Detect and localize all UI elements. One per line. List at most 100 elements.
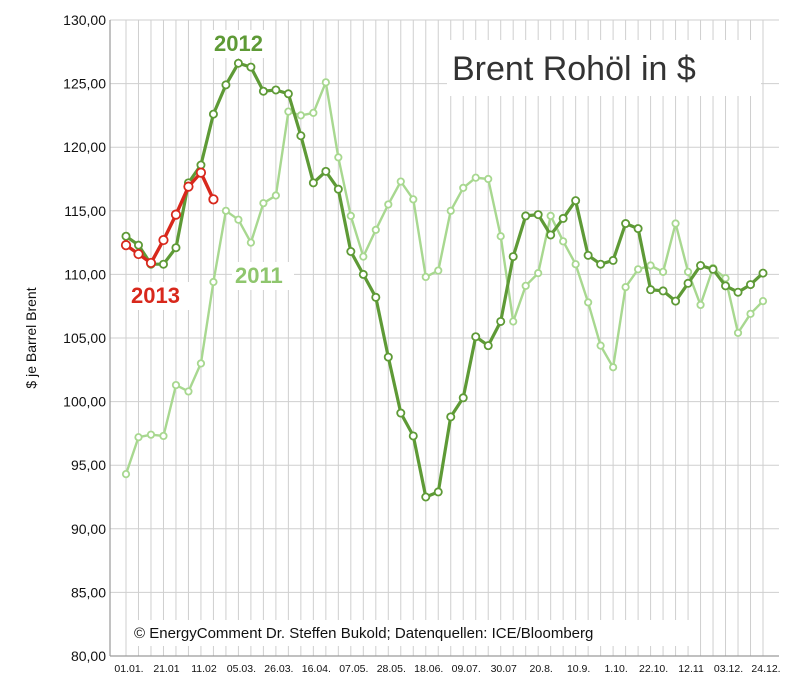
data-point-2012 <box>683 278 693 288</box>
x-tick-label: 26.03. <box>264 663 293 675</box>
data-point-2011 <box>321 78 330 87</box>
data-point-2012 <box>646 285 656 295</box>
credit-box <box>128 620 698 646</box>
data-point-2012 <box>196 160 206 170</box>
data-point-2011 <box>434 266 443 275</box>
data-point-2012 <box>521 211 531 221</box>
data-point-2011 <box>484 174 493 184</box>
y-tick-label: 80,00 <box>71 648 106 664</box>
data-point-2011 <box>296 111 305 120</box>
data-point-2012 <box>583 250 593 260</box>
y-tick-label: 100,00 <box>63 394 106 410</box>
data-point-2011 <box>633 265 643 274</box>
data-point-2011 <box>609 363 618 372</box>
label-2012-box <box>211 30 273 58</box>
data-point-2013 <box>145 257 157 269</box>
data-point-2011 <box>446 206 455 215</box>
x-tick-label: 22.10. <box>639 663 668 675</box>
x-tick-label: 1.10. <box>604 663 627 675</box>
data-point-2013 <box>208 194 219 205</box>
x-tick-label: 21.01 <box>153 663 179 675</box>
data-point-2012 <box>421 492 431 502</box>
x-tick-label: 10.9. <box>567 663 590 675</box>
data-point-2011 <box>471 173 480 182</box>
data-point-2011 <box>671 219 680 228</box>
data-point-2012 <box>221 80 231 90</box>
data-point-2012 <box>321 166 331 176</box>
y-tick-label: 110,00 <box>64 266 106 282</box>
data-point-2012 <box>608 255 618 265</box>
data-point-2012 <box>733 287 743 297</box>
data-point-2011 <box>396 177 405 186</box>
data-point-2011 <box>534 269 543 278</box>
data-point-2011 <box>171 380 181 390</box>
data-point-2011 <box>384 200 393 209</box>
data-point-2013 <box>183 181 194 192</box>
data-point-2012 <box>558 213 568 223</box>
data-point-2012 <box>483 341 493 351</box>
data-point-2012 <box>446 412 456 422</box>
data-point-2012 <box>258 86 268 96</box>
y-tick-label: 90,00 <box>71 521 106 537</box>
data-point-2011 <box>546 211 555 220</box>
y-tick-label: 85,00 <box>71 584 106 600</box>
x-tick-label: 05.03. <box>227 663 256 675</box>
x-tick-label: 24.12. <box>751 663 780 675</box>
data-point-2011 <box>683 267 693 276</box>
x-tick-label: 12.11 <box>678 663 704 675</box>
y-axis-label: $ je Barrel Brent <box>23 287 39 388</box>
data-point-2012 <box>433 487 443 497</box>
data-point-2012 <box>133 240 143 250</box>
data-point-2012 <box>746 280 756 290</box>
series-2012 <box>121 58 768 502</box>
data-point-2012 <box>708 264 718 274</box>
data-point-2012 <box>408 431 418 441</box>
data-point-2012 <box>283 89 293 99</box>
series-line-2012 <box>125 61 765 499</box>
series-label-2011: 2011 <box>235 263 283 288</box>
series-2013 <box>120 167 219 269</box>
x-tick-label: 03.12. <box>714 663 743 675</box>
series-line-2011 <box>124 81 764 475</box>
data-point-2012 <box>171 243 181 253</box>
data-point-2011 <box>246 238 256 247</box>
data-point-2011 <box>758 297 768 306</box>
data-point-2011 <box>284 107 293 116</box>
data-point-2011 <box>584 298 593 307</box>
data-point-2012 <box>658 286 668 296</box>
data-point-2012 <box>371 292 381 302</box>
data-point-2011 <box>621 283 630 292</box>
data-point-2011 <box>159 431 168 441</box>
data-point-2011 <box>596 341 605 350</box>
data-point-2011 <box>346 211 355 220</box>
series-2011 <box>121 78 768 479</box>
data-point-2013 <box>120 240 132 251</box>
data-point-2011 <box>746 309 755 318</box>
data-point-2012 <box>296 131 306 141</box>
series-label-2013: 2013 <box>131 283 180 308</box>
data-point-2011 <box>496 232 505 241</box>
y-tick-label: 130,00 <box>63 12 106 28</box>
data-point-2012 <box>696 260 706 270</box>
x-tick-label: 18.06. <box>414 663 443 675</box>
data-point-2012 <box>121 231 131 241</box>
x-tick-label: 16.04. <box>302 663 331 675</box>
label-2011-box <box>232 262 294 290</box>
data-point-2012 <box>333 184 343 194</box>
data-point-2011 <box>409 195 418 204</box>
data-point-2012 <box>508 252 518 262</box>
data-point-2012 <box>308 178 318 188</box>
y-tick-label: 120,00 <box>63 139 106 155</box>
data-point-2012 <box>383 352 393 362</box>
x-tick-label: 09.07. <box>452 663 481 675</box>
data-point-2011 <box>371 225 380 234</box>
x-tick-labels: 01.01. 21.01 11.02 05.03. 26.03. 16.04. 07.05.… <box>114 663 780 675</box>
data-point-2012 <box>671 296 681 306</box>
y-tick-label: 105,00 <box>63 330 106 346</box>
data-point-2011 <box>234 215 243 224</box>
data-point-2011 <box>646 261 655 270</box>
data-point-2011 <box>196 359 206 368</box>
data-point-2013 <box>133 248 144 260</box>
data-point-2012 <box>621 219 631 229</box>
